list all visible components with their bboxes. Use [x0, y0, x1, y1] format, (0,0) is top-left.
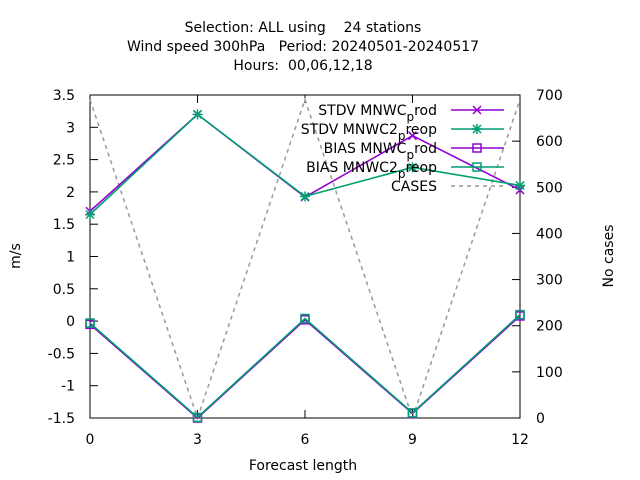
- data-point: [407, 162, 418, 173]
- y-tick-label: -1.5: [48, 411, 75, 427]
- x-axis-label: Forecast length: [249, 458, 357, 474]
- legend-entry: STDV MNWCprod: [318, 103, 504, 124]
- x-tick-label: 3: [193, 432, 202, 448]
- legend-label: BIAS MNWC2preop: [306, 160, 437, 181]
- series-line: [89, 315, 521, 420]
- data-point: [407, 408, 418, 418]
- y-tick-label: 3.5: [53, 88, 75, 104]
- legend-entry: STDV MNWC2preop: [301, 122, 504, 143]
- y-tick-label: -1: [61, 379, 75, 395]
- y-tick-label: 0: [66, 314, 75, 330]
- series-cases: [89, 97, 521, 421]
- data-point: [515, 180, 525, 191]
- series-line: [89, 314, 521, 419]
- y2-tick-label: 600: [536, 134, 563, 150]
- x-tick-label: 9: [408, 432, 417, 448]
- axis-ticks: -1.5 -1 -0.5 0 0.5 1 1.5 2 2.5 3 3.5 0 100 200 300 400 5…: [48, 88, 563, 448]
- series-bias-mnwc2-preop: [85, 309, 525, 423]
- y2-tick-label: 300: [536, 273, 563, 289]
- y-tick-label: 1.5: [53, 217, 75, 233]
- y-tick-label: 1: [66, 250, 75, 266]
- title-line: Selection: ALL using 24 stations: [185, 20, 422, 36]
- series-line: [89, 97, 521, 421]
- legend-label: CASES: [391, 179, 437, 195]
- series-bias-mnwc-prod: [85, 311, 525, 423]
- y-tick-label: 0.5: [53, 282, 75, 298]
- y-axis-label: m/s: [8, 243, 24, 269]
- y-tick-label: -0.5: [48, 346, 75, 362]
- data-point: [515, 309, 525, 320]
- y2-tick-label: 700: [536, 88, 563, 104]
- legend-entry: CASES: [391, 179, 504, 195]
- data-point: [300, 191, 310, 202]
- data-point: [85, 209, 95, 220]
- legend-label: STDV MNWC2preop: [301, 122, 437, 143]
- x-tick-label: 6: [301, 432, 310, 448]
- legend-label: STDV MNWCprod: [318, 103, 437, 124]
- y2-axis-label: No cases: [601, 225, 617, 288]
- y2-tick-label: 200: [536, 319, 563, 335]
- x-tick-label: 0: [86, 432, 95, 448]
- plot-area: [89, 94, 521, 419]
- legend-label: BIAS MNWCprod: [324, 141, 437, 162]
- chart-title: Selection: ALL using 24 stations Wind spe…: [127, 20, 479, 74]
- data-point: [300, 313, 310, 324]
- data-point: [407, 131, 418, 141]
- title-line: Hours: 00,06,12,18: [233, 58, 372, 74]
- y-tick-label: 2.5: [53, 153, 75, 169]
- legend-entry: BIAS MNWC2preop: [306, 160, 504, 181]
- data-point: [192, 412, 203, 423]
- series-stdv-mnwc2-preop: [85, 109, 525, 220]
- data-point: [192, 109, 203, 120]
- data-point: [85, 318, 95, 328]
- plot-border: [89, 94, 521, 419]
- y2-tick-label: 0: [536, 411, 545, 427]
- x-tick-label: 12: [511, 432, 529, 448]
- y-tick-label: 3: [66, 120, 75, 136]
- legend-entry: BIAS MNWCprod: [324, 141, 504, 162]
- y-tick-label: 2: [66, 185, 75, 201]
- series-lines: [85, 97, 525, 423]
- y2-tick-label: 400: [536, 226, 563, 242]
- y2-tick-label: 100: [536, 365, 563, 381]
- y2-tick-label: 500: [536, 180, 563, 196]
- title-line: Wind speed 300hPa Period: 20240501-20240…: [127, 39, 479, 55]
